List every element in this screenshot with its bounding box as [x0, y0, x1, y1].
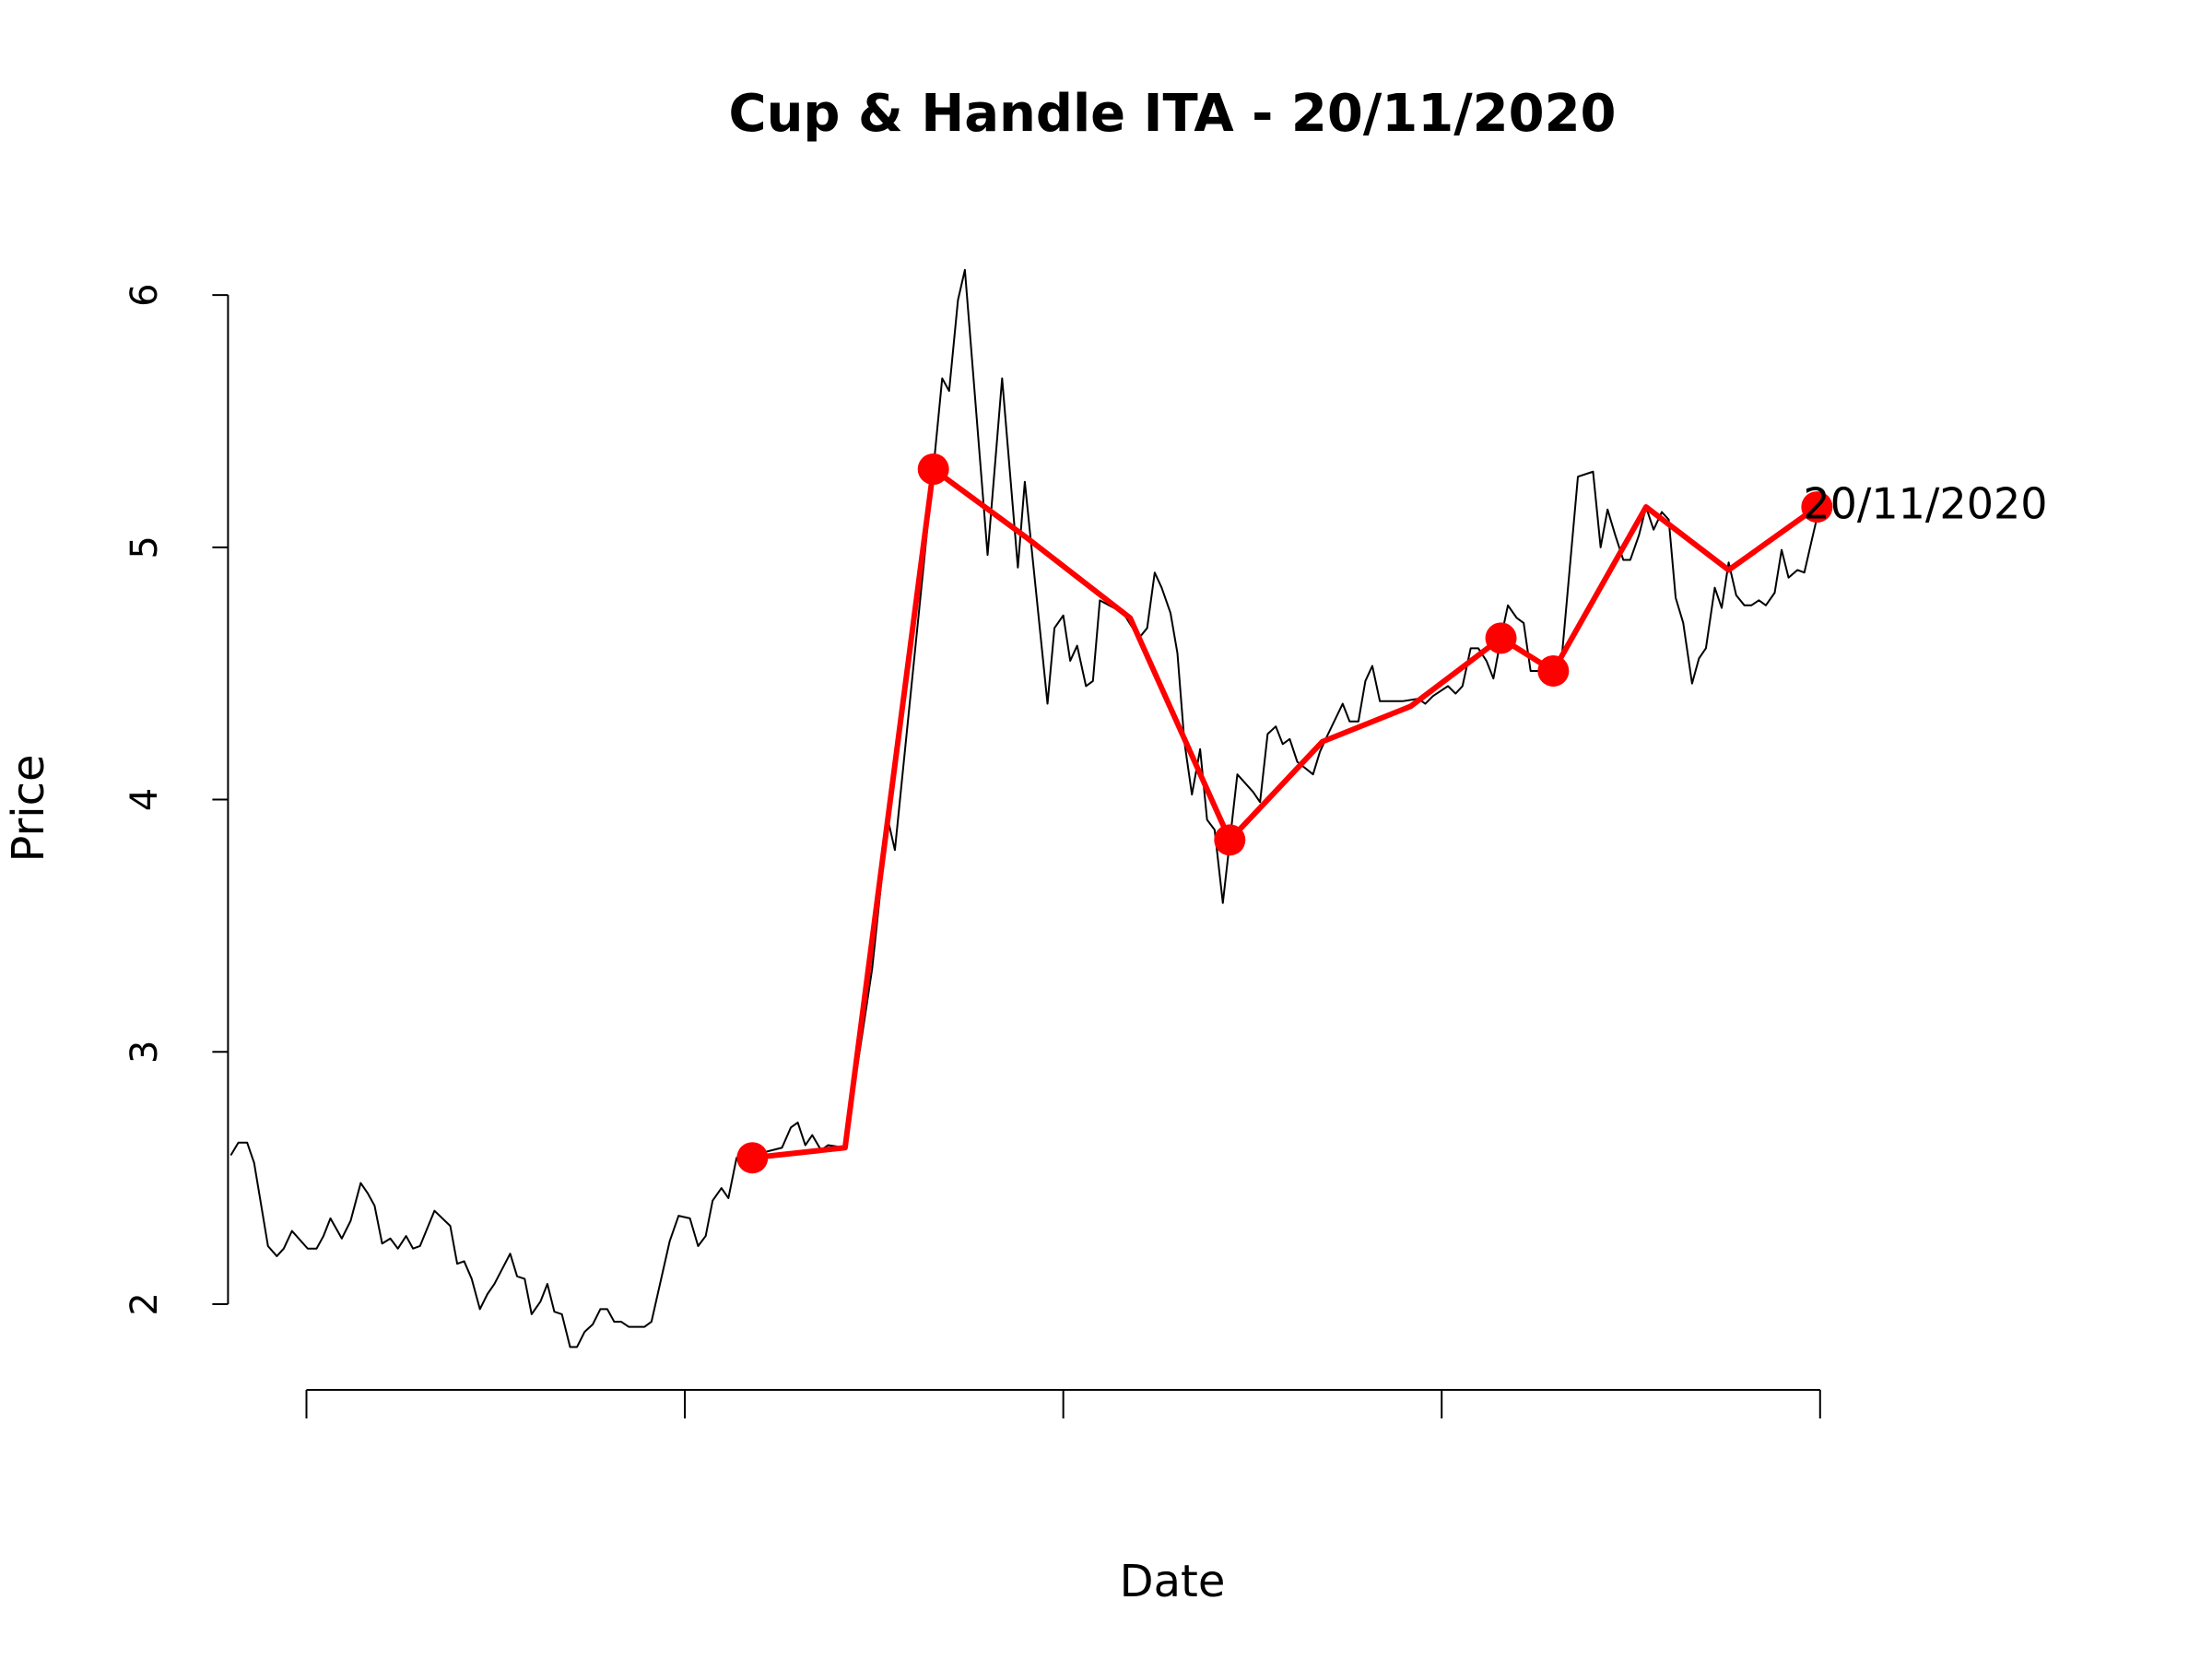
point-marker — [736, 1142, 769, 1174]
y-tick-label: 4 — [124, 788, 166, 811]
point-marker — [917, 453, 949, 486]
point-marker — [1485, 622, 1517, 654]
y-tick-label: 2 — [124, 1292, 166, 1315]
point-marker — [1537, 654, 1570, 687]
y-tick-label: 5 — [124, 535, 166, 559]
y-tick-label: 3 — [124, 1041, 166, 1064]
series-line — [751, 466, 1819, 1161]
y-tick-label: 6 — [124, 283, 166, 306]
y-axis-label: Price — [3, 754, 54, 862]
point-marker — [1801, 491, 1833, 524]
point-marker — [1214, 824, 1246, 856]
annotation: 20/11/2020 — [1803, 479, 2047, 529]
series-line — [229, 268, 1821, 1348]
x-axis-label: Date — [1120, 1556, 1226, 1607]
chart-title: Cup & Handle ITA - 20/11/2020 — [728, 84, 1616, 144]
